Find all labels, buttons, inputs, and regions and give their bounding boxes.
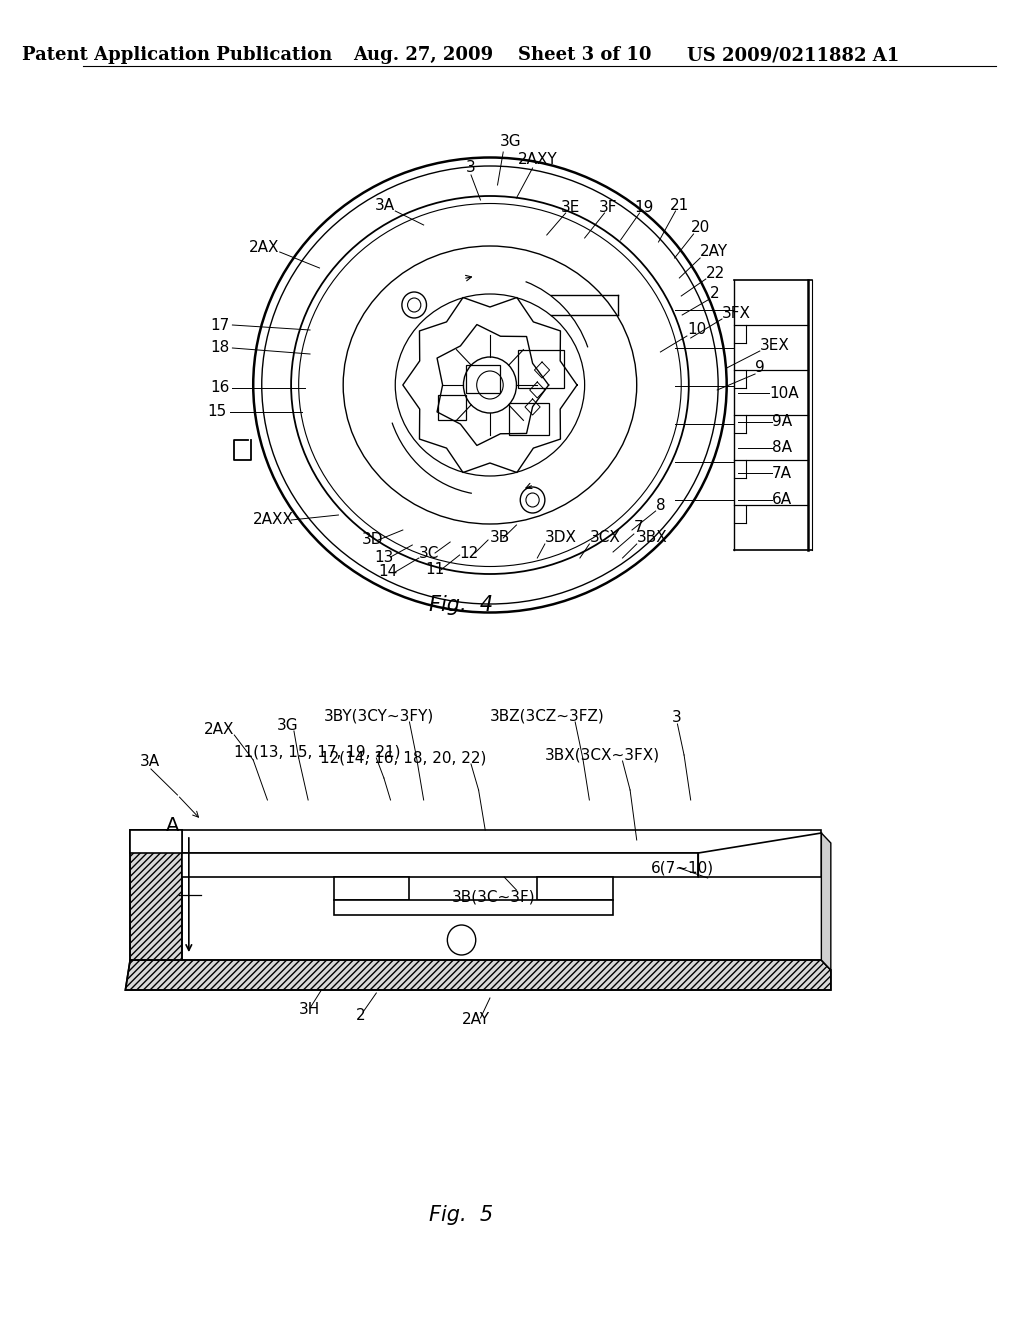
Text: 20: 20 xyxy=(691,220,710,235)
Text: 2: 2 xyxy=(710,285,719,301)
Bar xyxy=(334,876,410,900)
Text: 8A: 8A xyxy=(772,441,793,455)
Bar xyxy=(334,900,613,915)
Polygon shape xyxy=(698,833,821,876)
Text: 13: 13 xyxy=(375,549,394,565)
Text: 3D: 3D xyxy=(362,532,384,548)
Text: 3B(3C∼3F): 3B(3C∼3F) xyxy=(452,890,536,904)
Bar xyxy=(466,366,501,393)
Text: 8: 8 xyxy=(655,498,666,512)
Bar xyxy=(182,830,821,853)
Text: 21: 21 xyxy=(670,198,689,213)
Text: 6(7∼10): 6(7∼10) xyxy=(651,861,714,875)
Text: 10: 10 xyxy=(687,322,707,338)
Text: 7A: 7A xyxy=(772,466,793,480)
Text: 18: 18 xyxy=(211,341,229,355)
Text: Aug. 27, 2009: Aug. 27, 2009 xyxy=(353,46,494,63)
Text: 3B: 3B xyxy=(489,531,510,545)
Text: 2: 2 xyxy=(355,1007,366,1023)
Text: 14: 14 xyxy=(378,565,397,579)
Text: 7: 7 xyxy=(634,520,643,536)
Text: Fig.  5: Fig. 5 xyxy=(429,1205,494,1225)
Text: 10A: 10A xyxy=(769,385,799,400)
Text: 2AXX: 2AXX xyxy=(253,512,294,528)
Text: 3: 3 xyxy=(466,161,476,176)
Polygon shape xyxy=(130,830,182,960)
Text: 2AY: 2AY xyxy=(462,1012,489,1027)
Bar xyxy=(518,350,564,388)
Text: 3BZ(3CZ∼3FZ): 3BZ(3CZ∼3FZ) xyxy=(489,709,605,723)
Text: 3BX(3CX∼3FX): 3BX(3CX∼3FX) xyxy=(545,747,660,763)
Text: 3EX: 3EX xyxy=(760,338,790,352)
Text: 6A: 6A xyxy=(772,492,793,507)
Text: Fig.  4: Fig. 4 xyxy=(429,595,494,615)
Text: 3E: 3E xyxy=(561,199,581,214)
Text: 2AX: 2AX xyxy=(204,722,234,738)
Text: 3CX: 3CX xyxy=(590,531,621,545)
Text: Patent Application Publication: Patent Application Publication xyxy=(23,46,333,63)
Text: 3: 3 xyxy=(672,710,682,726)
Text: 19: 19 xyxy=(634,199,653,214)
Text: 2AX: 2AX xyxy=(249,240,279,256)
Text: 3G: 3G xyxy=(276,718,299,733)
Text: 3DX: 3DX xyxy=(545,531,577,545)
Text: 3A: 3A xyxy=(375,198,394,213)
Polygon shape xyxy=(821,833,830,970)
Text: US 2009/0211882 A1: US 2009/0211882 A1 xyxy=(687,46,899,63)
Text: A: A xyxy=(166,816,179,836)
Bar xyxy=(182,853,698,876)
Text: 3F: 3F xyxy=(599,199,617,214)
Bar xyxy=(538,876,613,900)
Text: 17: 17 xyxy=(211,318,229,333)
Bar xyxy=(438,395,466,420)
Text: 3BY(3CY∼3FY): 3BY(3CY∼3FY) xyxy=(325,709,434,723)
Text: 3BX: 3BX xyxy=(637,531,668,545)
Text: 2AY: 2AY xyxy=(700,244,728,260)
Text: 3A: 3A xyxy=(139,755,160,770)
Text: 16: 16 xyxy=(211,380,230,396)
Text: 11: 11 xyxy=(426,562,444,578)
Text: 2AXY: 2AXY xyxy=(518,153,558,168)
Text: 3C: 3C xyxy=(419,545,439,561)
Text: Sheet 3 of 10: Sheet 3 of 10 xyxy=(518,46,651,63)
Text: 22: 22 xyxy=(706,265,725,281)
Text: 3H: 3H xyxy=(299,1002,319,1018)
Bar xyxy=(509,403,549,436)
Text: 3G: 3G xyxy=(500,135,521,149)
Text: 9A: 9A xyxy=(772,414,793,429)
Text: 9: 9 xyxy=(755,360,765,375)
Text: 11(13, 15, 17, 19, 21): 11(13, 15, 17, 19, 21) xyxy=(234,744,400,759)
Bar xyxy=(130,830,182,853)
Text: 3FX: 3FX xyxy=(722,305,751,321)
Text: 12: 12 xyxy=(460,545,479,561)
Text: 15: 15 xyxy=(208,404,227,420)
Polygon shape xyxy=(125,960,830,990)
Text: 12(14, 16, 18, 20, 22): 12(14, 16, 18, 20, 22) xyxy=(319,751,485,766)
